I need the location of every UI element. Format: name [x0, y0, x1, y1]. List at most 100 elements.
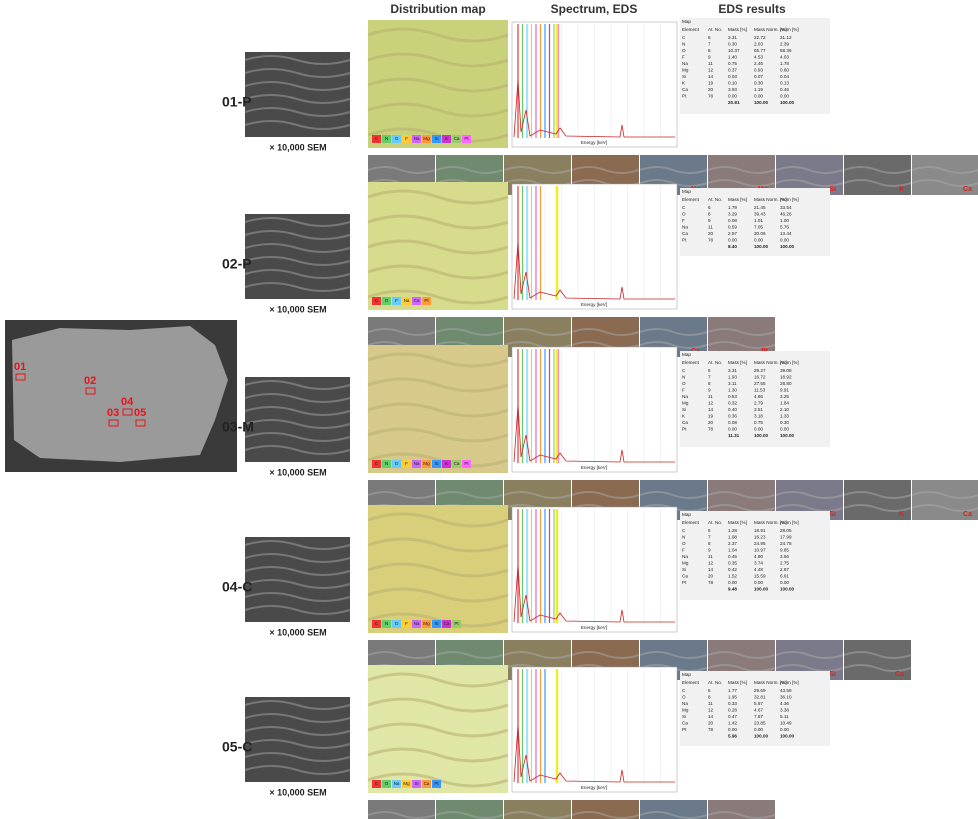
table-cell: 1.08: [728, 535, 737, 540]
table-total: 100.00: [754, 100, 768, 105]
table-cell: 23.85: [754, 721, 766, 726]
table-cell: 1.33: [780, 414, 789, 419]
table-title: Map: [682, 512, 691, 517]
map-legend-label: Pt: [434, 781, 439, 786]
table-header: Mass [%]: [728, 197, 747, 202]
table-header: At. No.: [708, 520, 722, 525]
table-cell: Mg: [682, 561, 689, 566]
map-legend-label: Si: [434, 136, 438, 141]
table-cell: 16.72: [754, 375, 766, 380]
table-cell: N: [682, 42, 685, 47]
table-header: At. No.: [708, 680, 722, 685]
overview-specimen: [12, 326, 228, 462]
map-legend-label: Ca: [424, 781, 430, 786]
table-cell: 33.54: [780, 205, 792, 210]
table-cell: 0.00: [728, 727, 737, 732]
table-cell: 2.37: [728, 541, 737, 546]
header-results: EDS results: [718, 2, 786, 16]
table-cell: 14: [708, 714, 714, 719]
table-cell: 1.77: [728, 688, 737, 693]
table-cell: 58.36: [780, 48, 792, 53]
table-header: Mass [%]: [728, 360, 747, 365]
table-total: 11.31: [728, 433, 740, 438]
table-cell: Si: [682, 407, 686, 412]
table-cell: 8: [708, 381, 711, 386]
table-cell: Pt: [682, 94, 687, 99]
table-cell: 0.13: [780, 81, 789, 86]
spectrum-x-label: Energy [keV]: [581, 625, 607, 630]
table-cell: 0.36: [728, 414, 737, 419]
map-legend-label: Mg: [403, 781, 410, 786]
table-cell: 46.26: [780, 212, 792, 217]
map-legend-label: Pt: [464, 136, 469, 141]
table-cell: Na: [682, 61, 688, 66]
table-cell: 10.97: [754, 548, 766, 553]
tile-label: Si: [829, 511, 836, 518]
table-cell: 3.25: [780, 394, 789, 399]
table-cell: 31.12: [780, 35, 792, 40]
table-cell: 0.00: [780, 427, 789, 432]
tile-label: K: [899, 186, 904, 193]
table-cell: 0.28: [728, 708, 737, 713]
table-cell: 11: [708, 394, 713, 399]
table-cell: Mg: [682, 708, 689, 713]
table-cell: 4.67: [754, 708, 763, 713]
table-cell: 10.49: [780, 721, 792, 726]
table-cell: 3.74: [754, 561, 763, 566]
table-header: Element: [682, 680, 700, 685]
table-cell: 32.81: [754, 695, 766, 700]
table-cell: Na: [682, 225, 688, 230]
table-cell: O: [682, 695, 686, 700]
table-cell: 1.95: [728, 695, 737, 700]
table-cell: 0.00: [728, 94, 737, 99]
table-cell: 2.46: [754, 61, 763, 66]
table-cell: 14: [708, 407, 714, 412]
table-cell: 78: [708, 238, 714, 243]
table-cell: 39.43: [754, 212, 766, 217]
table-cell: 65.77: [754, 48, 766, 53]
table-cell: Pt: [682, 238, 687, 243]
row-label: 04-C: [222, 579, 252, 595]
table-cell: Si: [682, 74, 686, 79]
table-cell: N: [682, 375, 685, 380]
table-cell: 4.66: [754, 394, 763, 399]
table-cell: 0.00: [780, 580, 789, 585]
table-header: Atom [%]: [780, 680, 799, 685]
table-cell: 20: [708, 87, 714, 92]
table-header: Element: [682, 520, 700, 525]
table-cell: 4.48: [754, 567, 763, 572]
table-cell: 13.44: [780, 231, 792, 236]
tile-label: Si: [829, 671, 836, 678]
table-header: Atom [%]: [780, 27, 799, 32]
table-cell: 1.84: [780, 401, 789, 406]
table-cell: 0.93: [754, 68, 763, 73]
map-legend-label: Na: [394, 781, 400, 786]
header-map: Distribution map: [390, 2, 485, 16]
table-cell: 6: [708, 205, 711, 210]
table-title: Map: [682, 19, 691, 24]
table-cell: 0.00: [754, 727, 763, 732]
map-legend-label: N: [385, 136, 388, 141]
table-cell: 1.01: [754, 218, 763, 223]
table-cell: F: [682, 218, 685, 223]
table-cell: 0.37: [728, 68, 737, 73]
row-label: 02-P: [222, 256, 252, 272]
table-cell: 12: [708, 68, 714, 73]
table-cell: 12: [708, 561, 714, 566]
table-cell: 21.45: [754, 205, 766, 210]
row-label: 01-P: [222, 94, 252, 110]
table-cell: 0.35: [728, 561, 737, 566]
table-cell: 0.00: [754, 238, 763, 243]
table-cell: 24.95: [754, 541, 766, 546]
table-cell: Ca: [682, 574, 688, 579]
table-cell: 9: [708, 55, 711, 60]
table-total: 9.48: [728, 587, 737, 592]
header-spectrum: Spectrum, EDS: [551, 2, 638, 16]
table-cell: 0.45: [728, 554, 737, 559]
table-cell: 14: [708, 74, 714, 79]
tile-label: Ca: [963, 186, 972, 193]
table-cell: 29.69: [754, 688, 766, 693]
table-cell: 11: [708, 61, 713, 66]
table-cell: 3.11: [728, 381, 737, 386]
table-cell: Ca: [682, 87, 688, 92]
